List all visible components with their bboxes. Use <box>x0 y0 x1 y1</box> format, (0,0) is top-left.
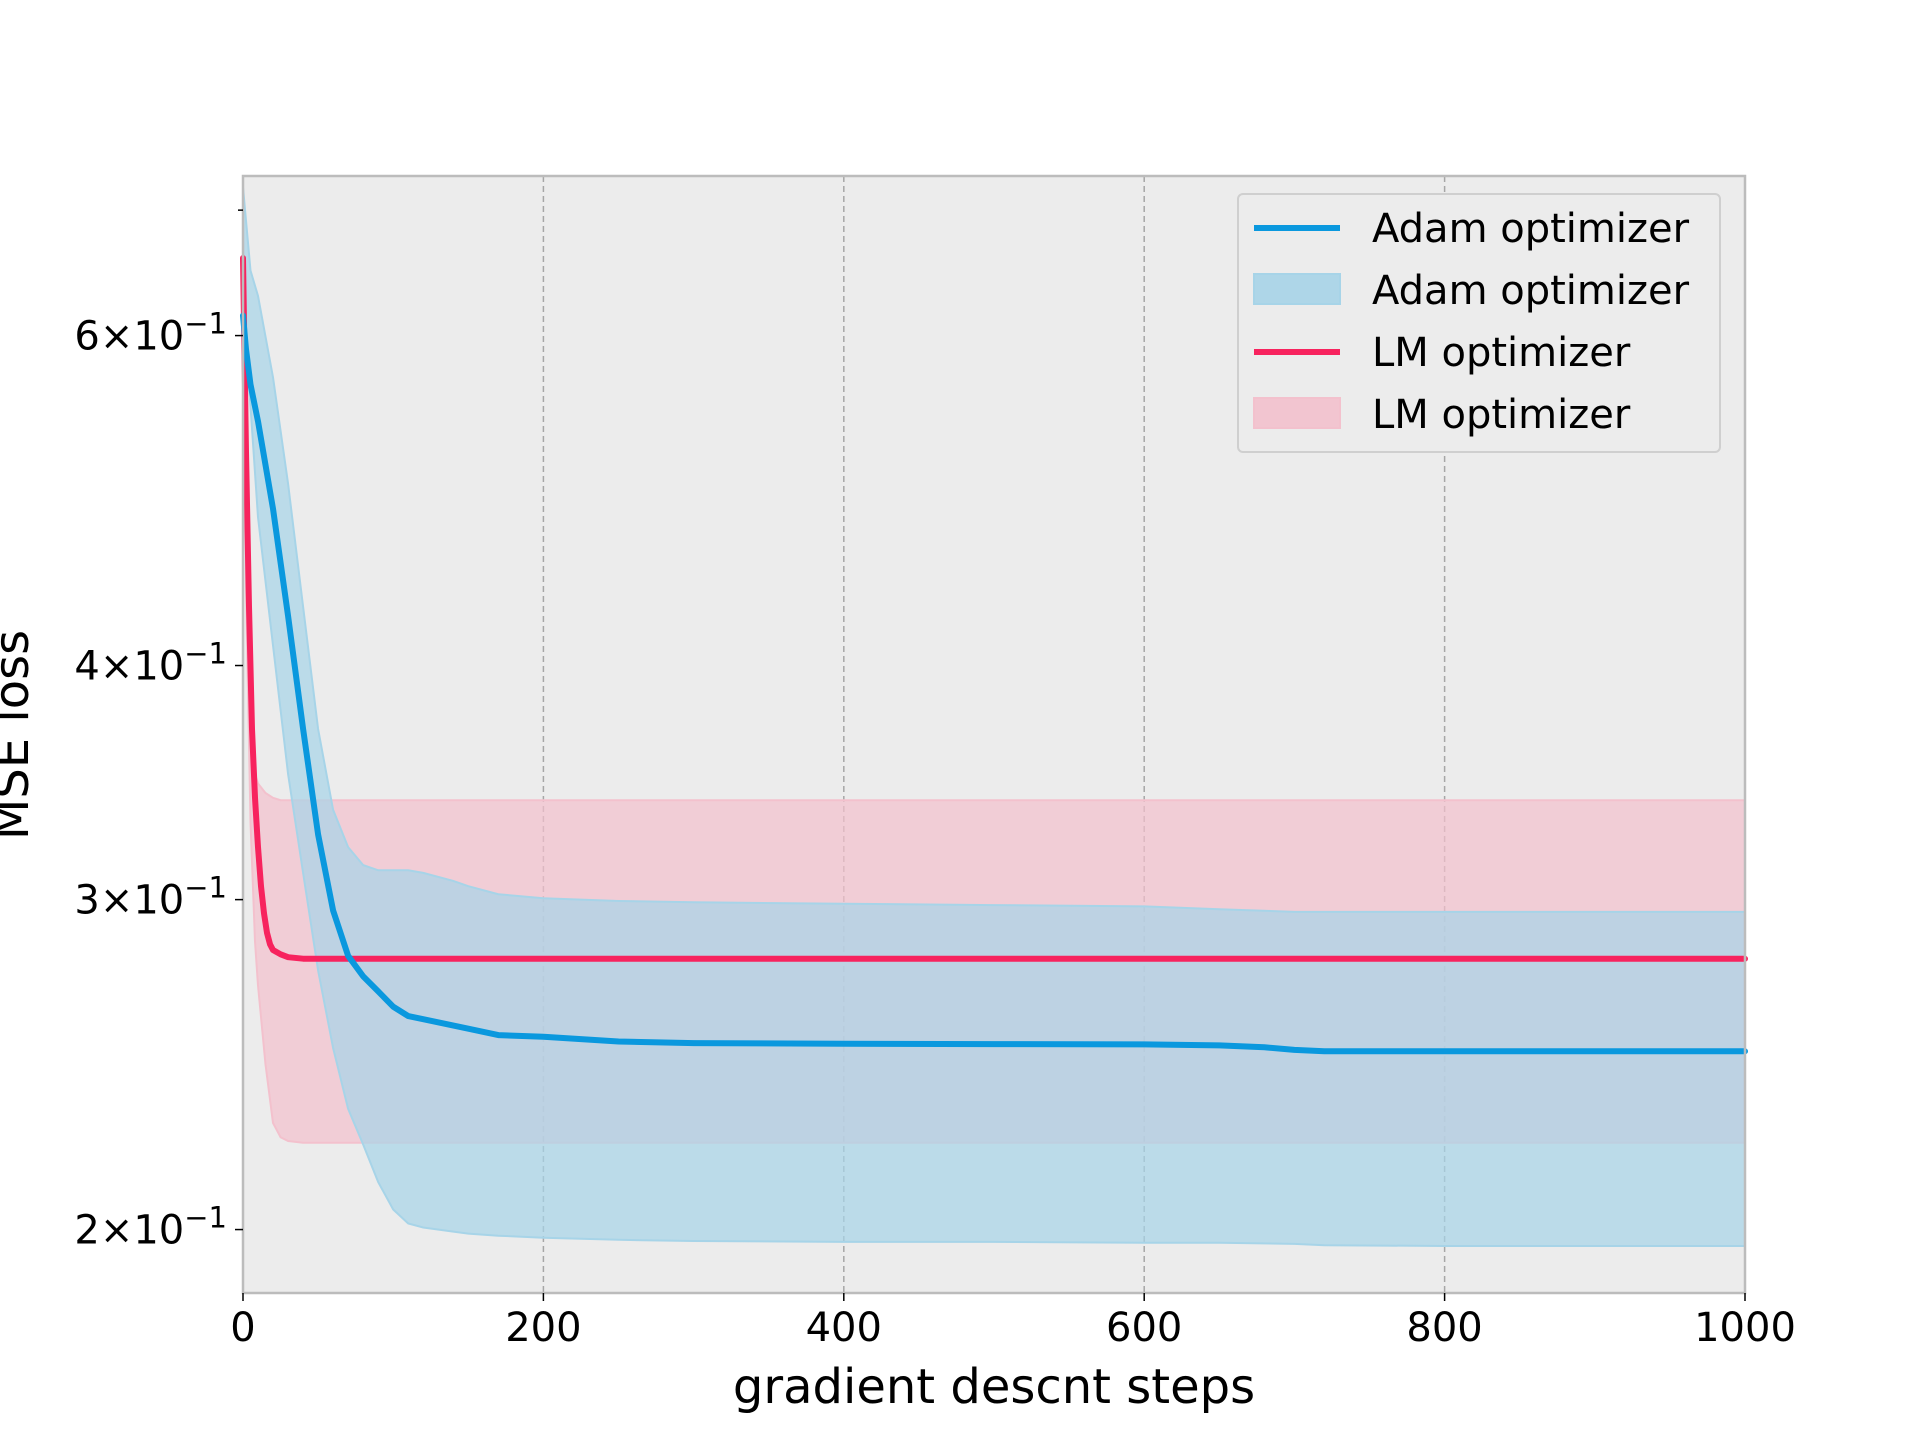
legend: Adam optimizer Adam optimizer LM optimizer… <box>1237 193 1721 453</box>
y-tick-label: 3×10−1 <box>74 871 227 924</box>
y-tick-label: 2×10−1 <box>74 1201 227 1254</box>
x-tick-label: 800 <box>1406 1305 1482 1351</box>
series-line-1 <box>240 312 1748 1055</box>
x-tick-label: 200 <box>505 1305 581 1351</box>
y-tick-label: 4×10−1 <box>74 637 227 690</box>
x-tick-label: 1000 <box>1694 1305 1796 1351</box>
y-axis-ticks: 2×10−1 3×10−1 4×10−1 6×10−1 <box>74 209 243 1254</box>
y-tick-label: 6×10−1 <box>74 307 227 360</box>
plot-frame <box>241 174 1747 1295</box>
x-tick-label: 0 <box>230 1305 255 1351</box>
legend-label: Adam optimizer <box>1372 206 1690 252</box>
x-axis-label: gradient descnt steps <box>733 1359 1255 1415</box>
x-axis-ticks: 0 200 400 600 800 1000 <box>230 1293 1796 1351</box>
legend-box <box>1237 193 1721 453</box>
series-line-0 <box>240 255 1748 962</box>
x-tick-label: 400 <box>806 1305 882 1351</box>
legend-band-swatch <box>1253 273 1341 305</box>
x-tick-label: 600 <box>1106 1305 1182 1351</box>
legend-label: LM optimizer <box>1372 392 1631 438</box>
series-lines <box>240 255 1748 1055</box>
legend-label: Adam optimizer <box>1372 268 1690 314</box>
legend-band-swatch <box>1253 397 1341 429</box>
legend-label: LM optimizer <box>1372 330 1631 376</box>
y-axis-label: MSE loss <box>0 630 40 840</box>
